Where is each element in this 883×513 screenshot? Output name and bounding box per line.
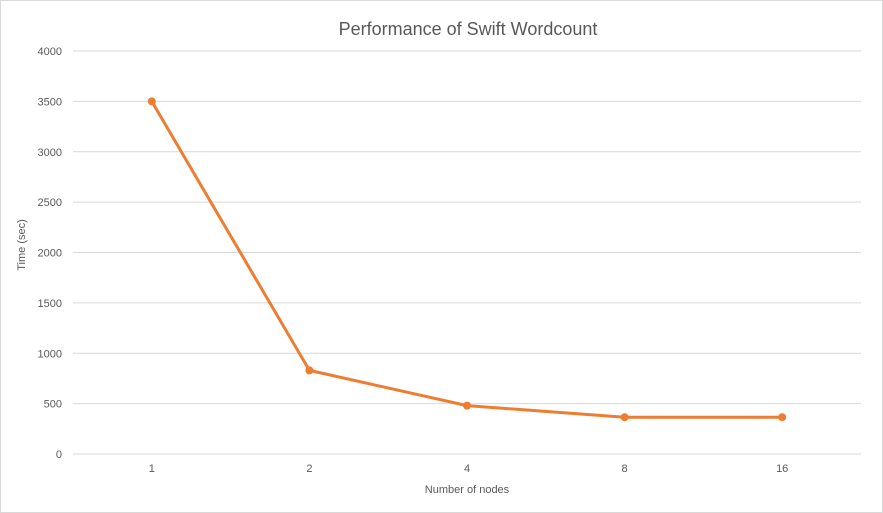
y-tick-label: 2000	[38, 248, 62, 260]
y-tick-label: 3500	[38, 96, 62, 108]
y-axis-title: Time (sec)	[16, 219, 28, 271]
series-layer	[147, 97, 787, 422]
x-axis-title: Number of nodes	[425, 484, 510, 496]
y-tick-label: 2500	[38, 197, 62, 209]
y-tick-label: 1000	[38, 348, 62, 360]
data-point-marker	[305, 366, 314, 375]
y-tick-label: 0	[56, 449, 62, 461]
x-tick-label: 4	[464, 463, 470, 475]
x-axis-tick-labels: 1 2 4 8 16	[149, 463, 789, 475]
series-line	[150, 99, 784, 419]
chart-title: Performance of Swift Wordcount	[339, 19, 598, 39]
x-tick-label: 2	[306, 463, 312, 475]
y-axis-tick-labels: 0 500 1000 1500 2000 2500 3000 3500 4000	[38, 46, 62, 461]
x-tick-label: 8	[622, 463, 628, 475]
y-tick-label: 4000	[38, 46, 62, 58]
data-point-marker	[778, 413, 787, 422]
data-point-marker	[620, 413, 629, 422]
y-tick-label: 1500	[38, 298, 62, 310]
data-point-marker	[147, 97, 156, 106]
y-tick-label: 500	[44, 399, 62, 411]
x-tick-label: 1	[149, 463, 155, 475]
data-point-marker	[463, 401, 471, 410]
x-tick-label: 16	[776, 463, 788, 475]
gridlines	[73, 50, 861, 455]
y-tick-label: 3000	[38, 147, 62, 159]
